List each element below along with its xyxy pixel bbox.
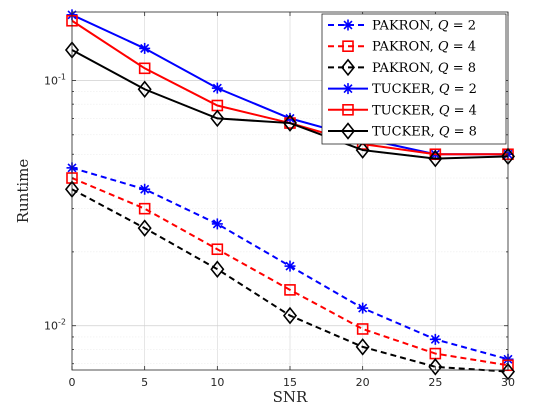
- series-point: [211, 243, 224, 256]
- legend-label: TUCKER, Q = 8: [372, 125, 477, 140]
- series-point: [357, 302, 369, 314]
- x-tick-label: 15: [283, 376, 297, 389]
- y-axis-title: Runtime: [14, 159, 32, 224]
- x-tick-label: 5: [141, 376, 148, 389]
- legend-marker: [342, 19, 354, 31]
- series-line: [71, 177, 509, 367]
- legend: PAKRON, Q = 2 PAKRON, Q = 4 PAKRON, Q = 8 T…: [321, 13, 507, 145]
- series-point: [284, 284, 296, 296]
- legend-marker: [342, 104, 354, 116]
- x-tick-label: 10: [210, 376, 224, 389]
- legend-entry: TUCKER, Q = 4: [328, 103, 477, 118]
- series-point: [284, 260, 296, 272]
- series-point: [210, 109, 225, 128]
- legend-entry: TUCKER, Q = 8: [328, 122, 477, 140]
- y-tick-label: 10-2: [44, 318, 66, 333]
- x-tick-label: 30: [501, 376, 515, 389]
- legend-box: [321, 13, 507, 145]
- x-axis-title: SNR: [273, 388, 308, 406]
- legend-marker: [340, 58, 356, 77]
- legend-label: PAKRON, Q = 4: [372, 40, 476, 55]
- series-point: [138, 62, 151, 75]
- x-tick-label: 20: [356, 376, 370, 389]
- series-point: [211, 218, 223, 230]
- series-point: [355, 141, 370, 159]
- x-axis-ticks: 0 5 10 15 20 25 30: [69, 12, 515, 389]
- legend-marker: [340, 122, 356, 140]
- legend-label: TUCKER, Q = 4: [372, 103, 477, 118]
- legend-marker: [342, 40, 354, 53]
- legend-label: PAKRON, Q = 8: [372, 61, 476, 76]
- y-tick-label: 10-1: [44, 72, 66, 87]
- series-point: [429, 333, 441, 345]
- series-point: [282, 306, 298, 325]
- series-point: [139, 183, 151, 195]
- x-tick-label: 25: [428, 376, 442, 389]
- series-point: [139, 42, 151, 54]
- series-point: [138, 202, 151, 215]
- series-point: [428, 149, 443, 168]
- series-point: [210, 260, 225, 278]
- legend-label: PAKRON, Q = 2: [372, 19, 476, 34]
- series-point: [428, 358, 443, 376]
- series-line: [71, 188, 509, 373]
- series-point: [137, 80, 152, 99]
- legend-marker: [342, 83, 354, 95]
- legend-entry: PAKRON, Q = 8: [328, 58, 476, 77]
- series-point: [282, 114, 298, 132]
- y-axis-ticks: 10-2 10-1: [44, 72, 508, 365]
- series-point: [500, 362, 516, 381]
- legend-entry: TUCKER, Q = 2: [328, 82, 477, 97]
- x-tick-label: 0: [69, 376, 76, 389]
- series-point: [355, 338, 370, 356]
- series-point: [211, 82, 223, 94]
- series-2: [66, 172, 514, 372]
- series-6: [64, 41, 516, 168]
- legend-label: TUCKER, Q = 2: [372, 82, 477, 97]
- series-point: [356, 323, 369, 335]
- series-line: [71, 49, 509, 160]
- series-point: [137, 219, 152, 237]
- legend-entry: PAKRON, Q = 4: [328, 40, 476, 55]
- legend-entry: PAKRON, Q = 2: [328, 19, 476, 34]
